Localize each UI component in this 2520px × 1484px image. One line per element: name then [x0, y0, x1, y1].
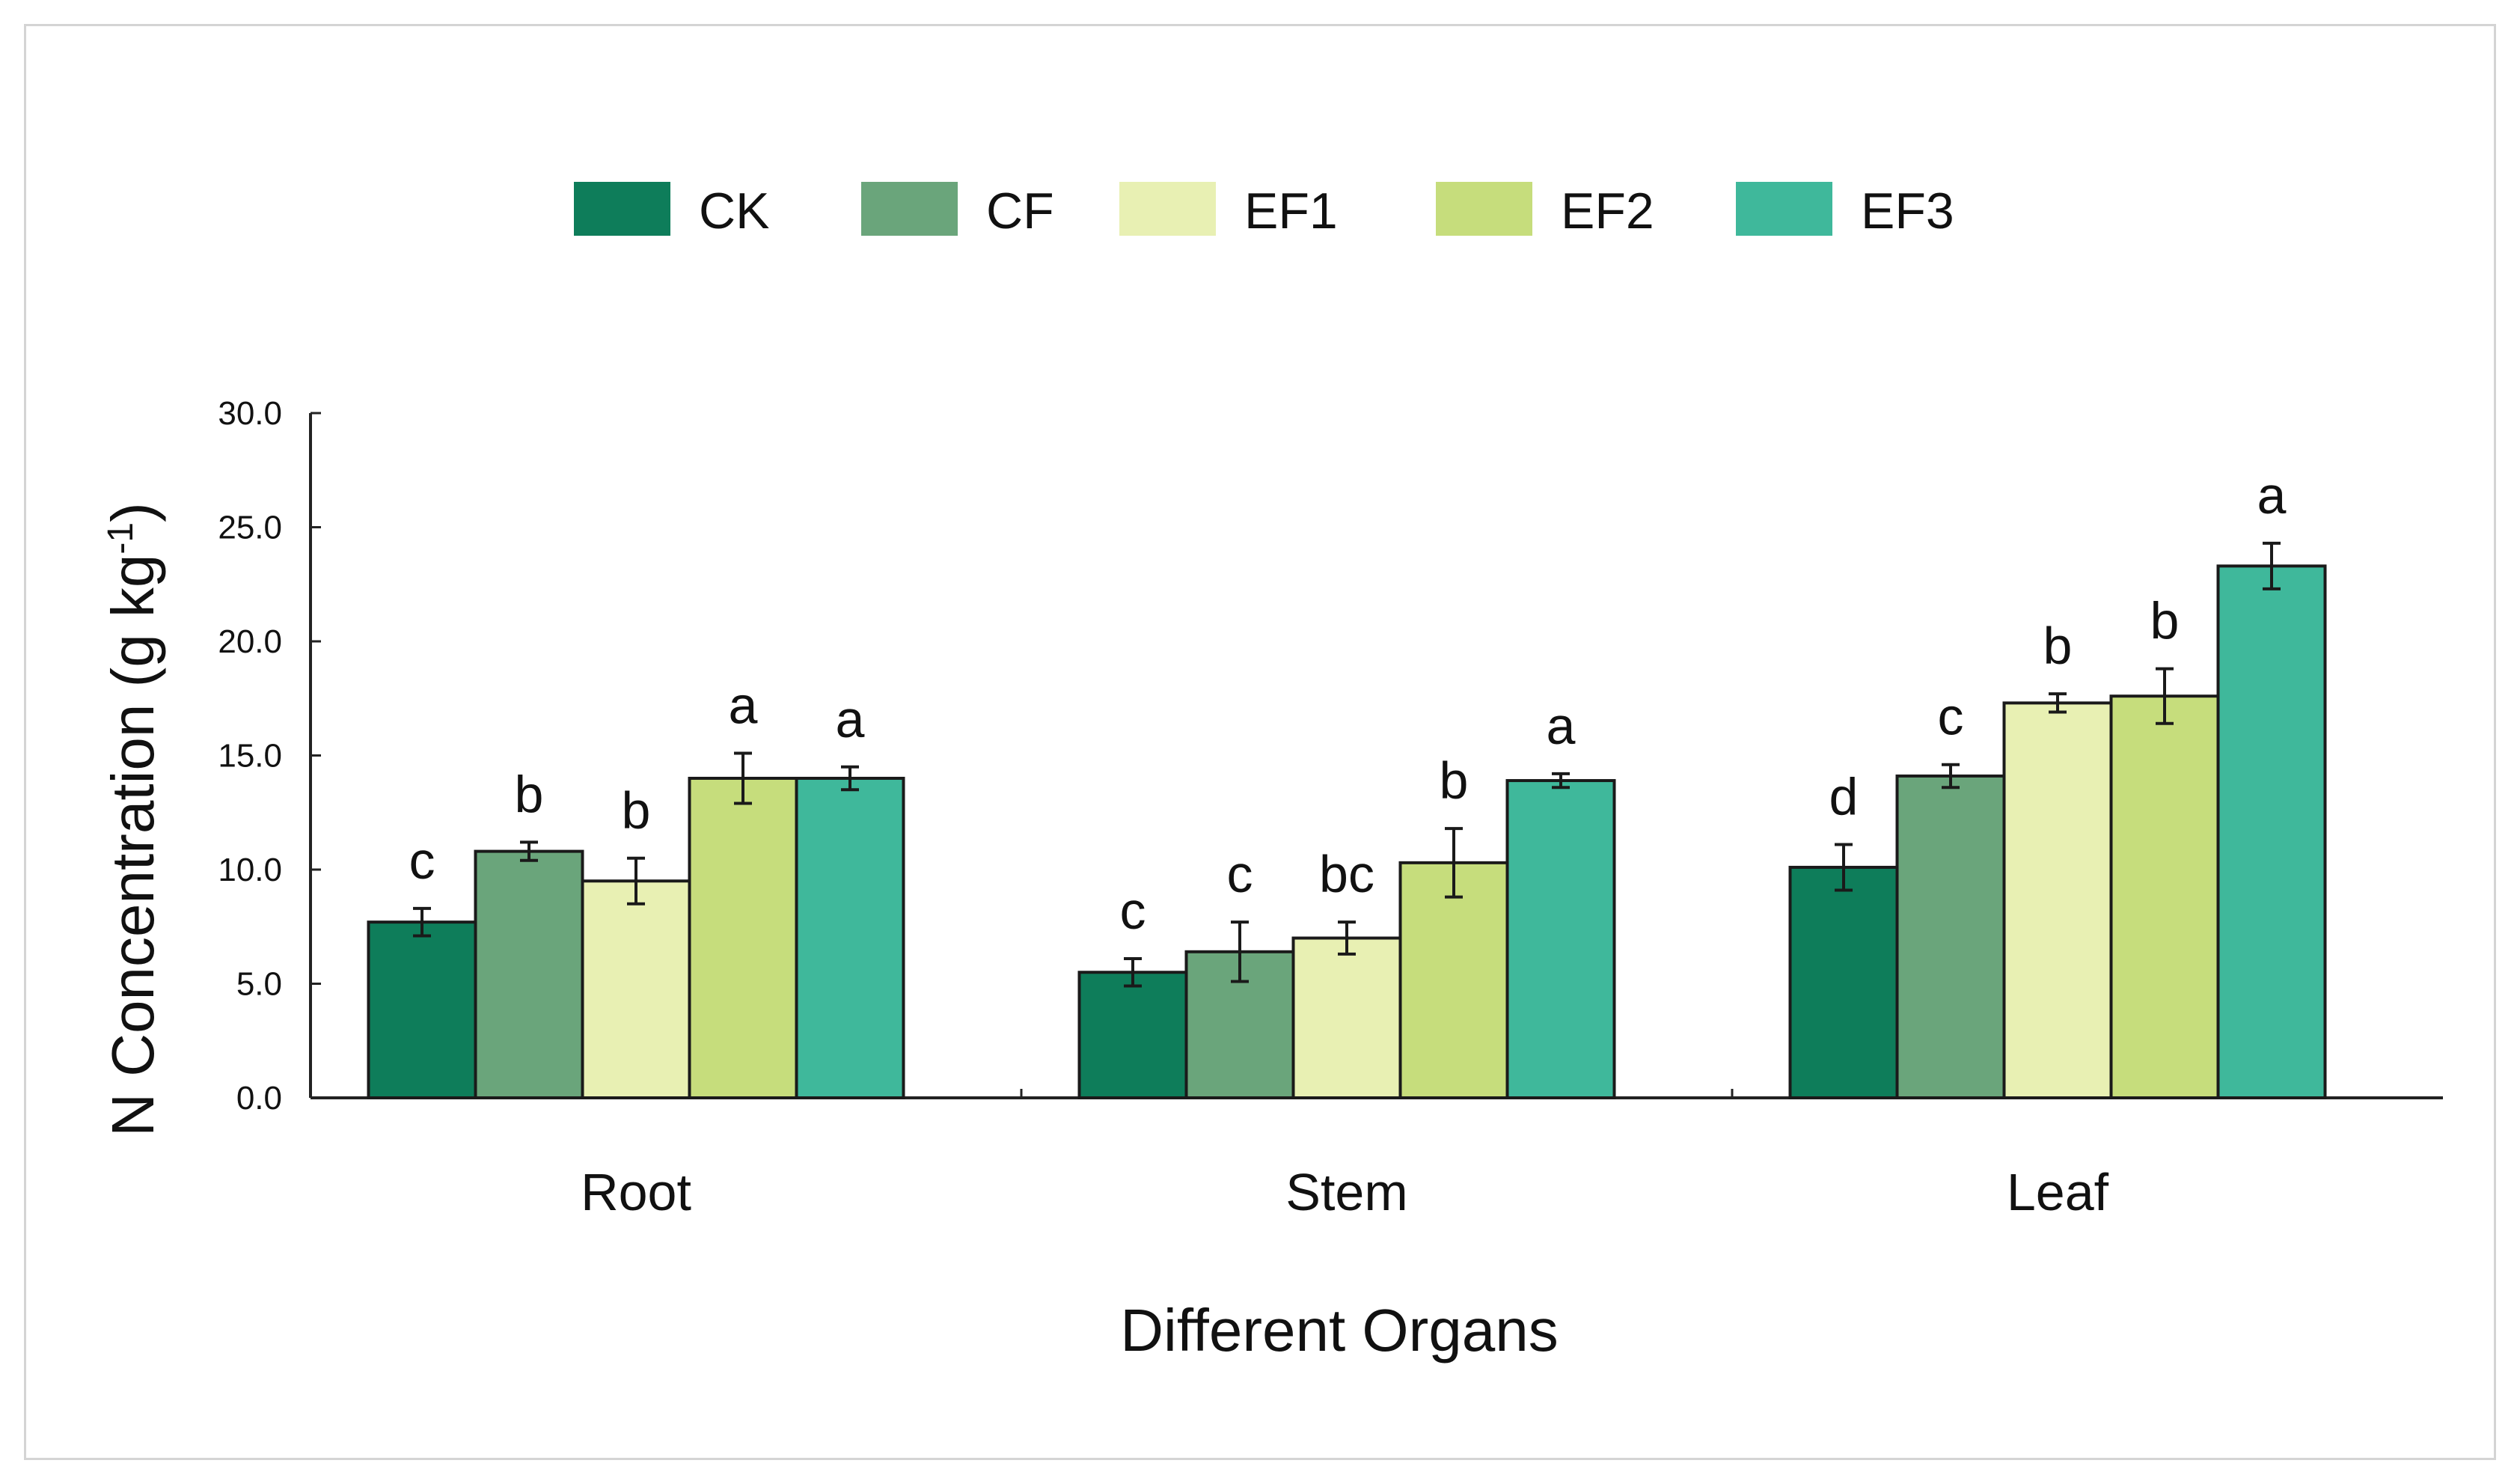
bar-ef2-root — [688, 777, 798, 1099]
significance-letter: c — [409, 831, 435, 890]
y-tick-label: 15.0 — [218, 738, 282, 775]
bar-ck-root — [367, 920, 477, 1100]
x-axis-title: Different Organs — [1120, 1297, 1558, 1364]
legend-swatch-ef3 — [1736, 182, 1832, 236]
legend: CK CF EF1 EF2 EF3 — [574, 182, 1954, 239]
y-axis-title-superscript: -1 — [101, 522, 141, 555]
y-tick-label: 0.0 — [236, 1080, 282, 1117]
significance-letter: b — [622, 781, 651, 840]
bar-ef1-stem — [1291, 936, 1402, 1099]
significance-letter: a — [836, 690, 865, 748]
figure-frame: CK CF EF1 EF2 EF3 0.0 5.0 10.0 15.0 20.0 25.0 30.0… — [24, 24, 2496, 1460]
significance-letter: b — [1440, 751, 1469, 810]
y-axis-title: N Concentration (g kg-1) — [100, 502, 166, 1137]
y-tick-label: 10.0 — [218, 852, 282, 888]
bar-ef3-root — [795, 777, 905, 1099]
y-tick-label: 30.0 — [218, 395, 282, 432]
x-tick-label: Leaf — [2007, 1163, 2109, 1221]
legend-label-ef2: EF2 — [1561, 183, 1654, 239]
significance-letter: bc — [1319, 845, 1374, 903]
legend-label-ef1: EF1 — [1244, 183, 1338, 239]
significance-letter: a — [1547, 697, 1576, 755]
legend-swatch-ef1 — [1119, 182, 1216, 236]
bar-ef1-leaf — [2002, 701, 2113, 1099]
bar-ef1-root — [581, 879, 691, 1099]
bar-ck-leaf — [1788, 865, 1899, 1099]
legend-swatch-cf — [861, 182, 958, 236]
bars — [367, 541, 2327, 1100]
significance-letter: c — [1938, 688, 1964, 746]
bar-cf-leaf — [1895, 774, 2006, 1099]
significance-letter: b — [2150, 592, 2180, 650]
y-axis-title-close: ) — [100, 502, 166, 522]
legend-label-ef3: EF3 — [1861, 183, 1954, 239]
bar-ef2-stem — [1398, 861, 1509, 1099]
y-tick-label: 5.0 — [236, 966, 282, 1003]
significance-letter: c — [1227, 845, 1253, 903]
significance-letter: a — [2257, 466, 2287, 525]
significance-letter: c — [1120, 882, 1146, 940]
significance-letter: b — [515, 765, 544, 823]
bar-ck-stem — [1077, 971, 1188, 1099]
bar-ef2-leaf — [2109, 694, 2220, 1099]
significance-letter: b — [2043, 617, 2073, 675]
legend-swatch-ck — [574, 182, 670, 236]
legend-label-ck: CK — [699, 183, 769, 239]
x-tick-label: Root — [581, 1163, 691, 1221]
bar-ef3-stem — [1505, 779, 1616, 1099]
x-tick-label: Stem — [1285, 1163, 1407, 1221]
y-tick-label: 25.0 — [218, 510, 282, 546]
y-axis-title-main: N Concentration (g kg — [100, 555, 166, 1137]
bar-chart: CK CF EF1 EF2 EF3 0.0 5.0 10.0 15.0 20.0 25.0 30.0… — [100, 182, 2443, 1364]
y-tick-label: 20.0 — [218, 623, 282, 660]
legend-swatch-ef2 — [1436, 182, 1532, 236]
legend-label-cf: CF — [986, 183, 1054, 239]
labels: 0.0 5.0 10.0 15.0 20.0 25.0 30.0 Root c b b a a Stem c… — [218, 395, 2286, 1221]
bar-cf-root — [474, 849, 584, 1099]
significance-letter: d — [1829, 767, 1859, 825]
significance-letter: a — [729, 676, 758, 734]
bar-ef3-leaf — [2216, 564, 2327, 1099]
